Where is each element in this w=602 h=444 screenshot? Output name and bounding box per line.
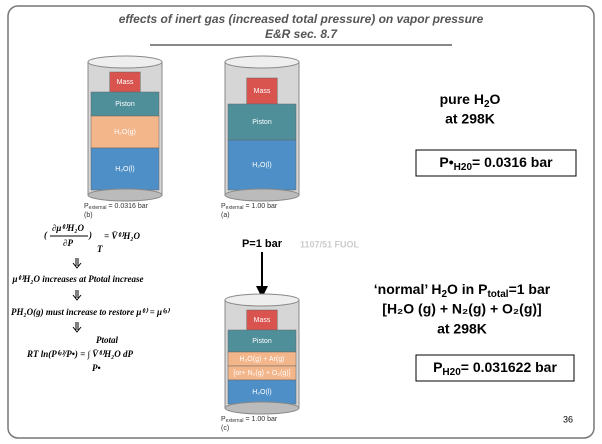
normal-temp: at 298K [437, 321, 487, 337]
layer-label: H₂O(g) + Ar(g) [240, 356, 285, 363]
subtitle: E&R sec. 8.7 [265, 27, 338, 41]
layer-label: H₂O(g) [114, 129, 136, 136]
eq4-lower: P• [92, 363, 101, 373]
cylinder-top [225, 56, 299, 68]
cylinder-bottom [225, 402, 299, 414]
eq-num: ∂μ⁽ˡ⁾H₂O [52, 223, 85, 233]
pure-temp: at 298K [445, 111, 495, 127]
layer-label: Piston [115, 101, 135, 108]
layer-label: H₂O(l) [252, 389, 271, 396]
layer-label: H₂O(l) [115, 166, 134, 173]
cylinder-top [88, 56, 162, 68]
title: effects of inert gas (increased total pr… [119, 12, 484, 26]
layer-label: Piston [252, 119, 272, 126]
eq-sub: T [97, 244, 103, 254]
pressure-rest: = 1.00 bar [245, 416, 277, 423]
arrow-label: P=1 bar [242, 238, 283, 250]
layer-label: [or+ N₂(g) + O₂(g)] [233, 370, 290, 377]
pressure-sub: external [89, 205, 107, 211]
layer-label: Piston [252, 338, 272, 345]
cylinder-top [225, 294, 299, 306]
layer-label: Mass [117, 79, 134, 86]
pressure-rest: = 0.0316 bar [108, 203, 148, 210]
eq4-upper: Ptotal [96, 335, 118, 345]
watermark: 1107/51 FUOL [300, 239, 360, 249]
page-number: 36 [563, 414, 573, 424]
cylinder-bottom [88, 189, 162, 201]
eq2: μ⁽ˡ⁾H₂O increases at Ptotal increase [11, 274, 143, 284]
eq3: PH₂O(g) must increase to restore μ⁽ˡ⁾ = … [11, 307, 171, 317]
eq4: RT ln(P⁽ᵍ⁾/P•) = ∫ V̄⁽ˡ⁾H₂O dP [26, 349, 134, 360]
figure-tag: (a) [221, 212, 230, 219]
pressure-sub: external [226, 418, 244, 424]
slide: effects of inert gas (increased total pr… [0, 0, 602, 444]
eq-rhs: = V̄⁽ˡ⁾H₂O [104, 231, 140, 241]
cylinder-bottom [225, 189, 299, 201]
layer-label: Mass [254, 317, 271, 324]
pressure-rest: = 1.00 bar [245, 203, 277, 210]
paren: ) [88, 230, 92, 240]
layer-label: Mass [254, 88, 271, 95]
eq-den: ∂P [63, 238, 73, 248]
figure-tag: (b) [84, 212, 93, 219]
page: {"slide": { "title_line1": "effects of i… [0, 0, 602, 444]
figure-tag: (c) [221, 425, 229, 432]
pressure-sub: external [226, 205, 244, 211]
normal-mix: [H₂O (g) + N₂(g) + O₂(g)] [382, 301, 541, 317]
layer-label: H₂O(l) [252, 162, 271, 169]
